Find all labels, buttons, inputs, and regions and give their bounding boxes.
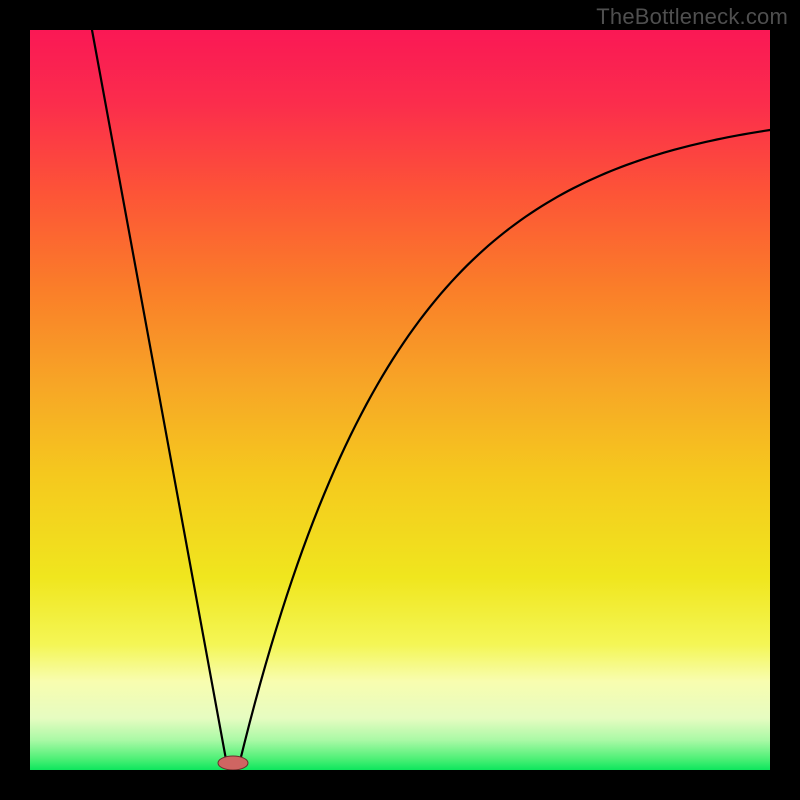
plot-area	[30, 30, 770, 770]
chart-container: TheBottleneck.com	[0, 0, 800, 800]
gradient-background	[30, 30, 770, 770]
optimum-marker	[218, 756, 248, 770]
bottleneck-chart	[0, 0, 800, 800]
watermark-text: TheBottleneck.com	[596, 4, 788, 30]
